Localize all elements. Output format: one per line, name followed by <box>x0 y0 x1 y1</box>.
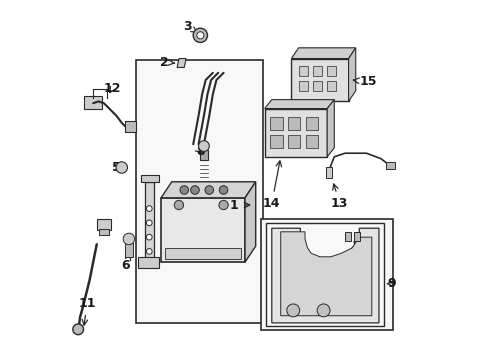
Polygon shape <box>327 100 334 157</box>
Circle shape <box>205 186 214 194</box>
Text: 8: 8 <box>196 145 205 158</box>
Text: 1: 1 <box>230 198 250 212</box>
Circle shape <box>220 186 228 194</box>
Text: 5: 5 <box>112 161 121 174</box>
Text: 12: 12 <box>103 82 121 95</box>
Bar <box>124 243 133 257</box>
Bar <box>354 232 360 241</box>
Text: 9: 9 <box>387 277 396 290</box>
Circle shape <box>147 249 152 254</box>
Polygon shape <box>145 182 154 260</box>
Text: 13: 13 <box>331 184 348 210</box>
Polygon shape <box>142 175 159 182</box>
Polygon shape <box>161 182 256 198</box>
Polygon shape <box>245 182 256 262</box>
Bar <box>345 232 351 241</box>
Circle shape <box>219 201 228 210</box>
Bar <box>270 117 283 130</box>
Circle shape <box>287 304 300 317</box>
Bar <box>306 117 318 130</box>
Circle shape <box>174 201 184 210</box>
Circle shape <box>116 162 127 173</box>
Circle shape <box>180 186 189 194</box>
Text: 2: 2 <box>160 55 174 69</box>
Bar <box>313 81 322 91</box>
Bar <box>326 167 332 178</box>
Bar <box>306 135 318 148</box>
Text: 4: 4 <box>99 220 108 233</box>
Bar <box>265 109 327 157</box>
Circle shape <box>147 206 152 211</box>
Bar <box>298 66 308 76</box>
Bar <box>327 81 336 91</box>
Circle shape <box>317 304 330 317</box>
Text: 10: 10 <box>352 242 370 260</box>
Text: 6: 6 <box>121 254 130 272</box>
Bar <box>97 219 111 230</box>
Polygon shape <box>138 257 159 267</box>
Bar <box>327 66 336 76</box>
Polygon shape <box>265 100 334 109</box>
Bar <box>136 60 263 323</box>
Polygon shape <box>292 48 356 59</box>
Text: 7: 7 <box>146 195 155 208</box>
Text: 11: 11 <box>78 297 96 325</box>
Bar <box>98 229 109 235</box>
Text: 15: 15 <box>353 75 377 88</box>
Bar <box>288 117 300 130</box>
Bar <box>288 135 300 148</box>
Bar <box>161 198 245 262</box>
Bar <box>313 66 322 76</box>
Circle shape <box>191 186 199 194</box>
Circle shape <box>198 141 209 152</box>
Bar <box>261 219 393 330</box>
Bar <box>199 150 208 160</box>
Polygon shape <box>177 59 186 67</box>
Circle shape <box>193 28 207 42</box>
Circle shape <box>123 233 135 245</box>
Bar <box>270 135 283 148</box>
Circle shape <box>73 324 83 335</box>
Bar <box>165 248 242 258</box>
Bar <box>386 162 395 169</box>
Text: 14: 14 <box>263 161 282 210</box>
Circle shape <box>147 234 152 240</box>
Bar <box>125 121 136 132</box>
Bar <box>292 59 348 102</box>
Bar <box>298 81 308 91</box>
Polygon shape <box>281 232 372 316</box>
Bar <box>84 96 102 109</box>
Circle shape <box>197 32 204 39</box>
Polygon shape <box>348 48 356 102</box>
Polygon shape <box>272 228 379 323</box>
Circle shape <box>147 220 152 226</box>
Text: 3: 3 <box>184 20 197 33</box>
